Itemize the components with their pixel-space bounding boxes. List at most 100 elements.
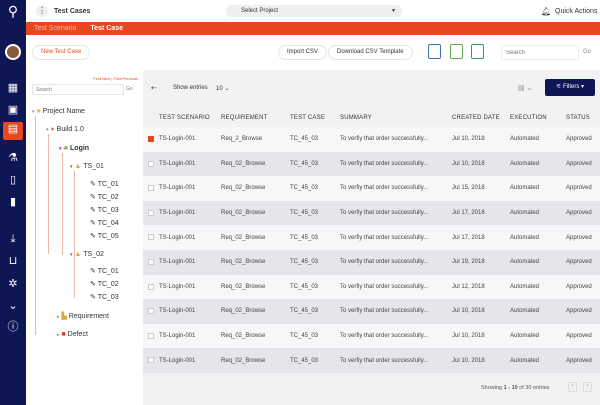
- test-cases-icon[interactable]: ▤: [3, 122, 23, 140]
- lab-flask-icon[interactable]: ⚗: [8, 152, 18, 164]
- tree-tc[interactable]: ✎ TC_02: [90, 194, 119, 201]
- download-csv-template-button[interactable]: Download CSV Template: [328, 45, 413, 60]
- table-row[interactable]: TS-Login-001 Req_02_Browse TC_45_03 To verf…: [143, 151, 600, 177]
- tree-build[interactable]: ▾ ● Build 1.0: [46, 126, 84, 133]
- report-icon[interactable]: ▮: [9, 196, 17, 208]
- cell: TC_45_03: [290, 249, 340, 275]
- row-checkbox[interactable]: [148, 283, 154, 290]
- cell: TS-Login-001: [159, 323, 221, 349]
- table-row[interactable]: TS-Login-001 Req_02_Browse TC_45_03 To verf…: [143, 249, 600, 275]
- document-icon[interactable]: ▯: [9, 174, 17, 186]
- cell: TC_45_03: [290, 299, 340, 324]
- import-csv-button[interactable]: Import CSV: [278, 45, 328, 60]
- table-row[interactable]: TS-Login-001 Req_02_Browse TC_45_03 To verf…: [143, 274, 600, 300]
- tree-tc[interactable]: ✎ TC_03: [90, 294, 119, 301]
- search-go-button[interactable]: Go: [583, 49, 592, 55]
- row-checkbox[interactable]: [148, 209, 154, 216]
- table-row[interactable]: TS-Login-001 Req_02_Browse TC_45_03 To verf…: [143, 176, 600, 201]
- tree-search-go-button[interactable]: Go: [126, 86, 133, 92]
- export-xls-icon[interactable]: [471, 44, 484, 59]
- tree-ts02[interactable]: ▾ ▲ TS_02: [70, 251, 104, 258]
- col-created-date[interactable]: CREATED DATE: [452, 114, 500, 121]
- tree-login[interactable]: ▾ ♣ Login: [59, 145, 90, 152]
- top-bar: ⋮ Test Cases Select Project ▼ 🔔︎ Quick A…: [26, 0, 600, 22]
- bug-icon[interactable]: ✲: [8, 278, 18, 290]
- info-icon[interactable]: ⓘ: [7, 321, 19, 333]
- cell: TC_45_03: [290, 323, 340, 349]
- row-checkbox[interactable]: [148, 160, 154, 167]
- row-checkbox[interactable]: [148, 185, 154, 192]
- export-csv-icon[interactable]: [450, 44, 463, 59]
- next-page-button[interactable]: ›: [583, 382, 592, 392]
- col-test-scenario[interactable]: TEST SCENARIO: [159, 114, 210, 121]
- col-execution[interactable]: EXECUTION: [510, 114, 547, 121]
- prev-page-button[interactable]: ‹: [568, 382, 577, 392]
- table-row[interactable]: TS-Login-001 Req_02_Browse TC_45_03 To verf…: [143, 225, 600, 250]
- table-row[interactable]: TS-Login-001 Req_02_Browse TC_45_03 To verf…: [143, 348, 600, 373]
- column-toggle-icon[interactable]: ▤ ⌄: [518, 85, 533, 92]
- toolbar: New Test Case Import CSV Download CSV Te…: [26, 35, 600, 70]
- row-checkbox[interactable]: [148, 258, 154, 265]
- filters-button[interactable]: ⚟ Filters ▾: [545, 79, 595, 96]
- tree-tc[interactable]: ✎ TC_01: [90, 268, 119, 275]
- build-icon: ●: [50, 126, 55, 133]
- avatar[interactable]: [5, 44, 21, 60]
- tree-tc[interactable]: ✎ TC_01: [90, 181, 119, 188]
- tree-project[interactable]: ▾ ■ Project Name: [32, 108, 86, 115]
- col-test-case[interactable]: TEST CASE: [290, 114, 326, 121]
- table-row[interactable]: TS-Login-001 Req_02_Browse TC_45_03 To verf…: [143, 323, 600, 349]
- col-status[interactable]: STATUS: [566, 114, 590, 121]
- cell: TS-Login-001: [159, 249, 221, 275]
- search-input[interactable]: [501, 45, 579, 60]
- row-checkbox[interactable]: [148, 136, 154, 142]
- cell: Jul 19, 2018: [452, 249, 510, 275]
- dashboard-icon[interactable]: ▦: [7, 82, 19, 94]
- table-row[interactable]: TS-Login-001 Req_02_Browse TC_45_03 To verf…: [143, 299, 600, 324]
- quick-actions[interactable]: Quick Actions: [555, 7, 598, 15]
- menu-kebab-icon[interactable]: ⋮: [36, 5, 48, 17]
- bell-icon[interactable]: 🔔︎: [541, 6, 552, 16]
- tree-ts01[interactable]: ▾ ▲ TS_01: [70, 163, 104, 170]
- entries-select[interactable]: 10 ⌄: [216, 86, 230, 92]
- cell: TC_45_03: [290, 274, 340, 300]
- cell: Automated: [510, 127, 566, 152]
- row-checkbox[interactable]: [148, 357, 154, 364]
- pagination-info: Showing 1 - 10 of 30 entries: [481, 385, 550, 391]
- collapse-arrow-icon[interactable]: ⇠: [151, 85, 157, 92]
- tree-tc[interactable]: ✎ TC_02: [90, 281, 119, 288]
- cell: Approved: [566, 348, 600, 373]
- cell: TC_45_03: [290, 176, 340, 201]
- tree-search-input[interactable]: [32, 84, 124, 95]
- scenario-icon: ▲: [74, 163, 82, 170]
- cell: Req_02_Browse: [221, 225, 290, 250]
- export-doc-icon[interactable]: [428, 44, 441, 59]
- table-row[interactable]: TS-Login-001 Req_2_Browse TC_45_03 To verfi…: [143, 127, 600, 152]
- col-requirement[interactable]: REQUIREMENT: [221, 114, 268, 121]
- cell: Req_02_Browse: [221, 249, 290, 275]
- tree-tc[interactable]: ✎ TC_03: [90, 207, 119, 214]
- row-checkbox[interactable]: [148, 332, 154, 339]
- project-select[interactable]: Select Project ▼: [226, 5, 402, 17]
- find-previous-link[interactable]: Find Previous: [113, 76, 138, 81]
- tree-requirement[interactable]: ▸ ▙ Requirement: [57, 313, 109, 320]
- tab-test-scenario[interactable]: Test Scenario: [34, 25, 77, 32]
- tree-defect[interactable]: ▸ ■ Defect: [57, 331, 88, 338]
- cell: TS-Login-001: [159, 348, 221, 373]
- cell: Automated: [510, 299, 566, 324]
- col-summary[interactable]: SUMMARY: [340, 114, 372, 121]
- download-icon[interactable]: ⤓: [10, 233, 16, 245]
- row-checkbox[interactable]: [148, 234, 154, 241]
- scenario-icon: ▲: [74, 251, 82, 258]
- chevron-down-icon[interactable]: ⌄: [8, 300, 18, 312]
- table-row[interactable]: TS-Login-001 Req_02_Browse TC_45_03 To verf…: [143, 200, 600, 226]
- cell: To verfiy that order successfully...: [340, 176, 452, 201]
- tree-tc[interactable]: ✎ TC_05: [90, 233, 119, 240]
- tree-tc[interactable]: ✎ TC_04: [90, 220, 119, 227]
- requirements-icon[interactable]: ▣: [7, 104, 19, 116]
- new-test-case-button[interactable]: New Test Case: [32, 45, 91, 60]
- inbox-icon[interactable]: ⊔: [8, 255, 18, 267]
- tab-test-case[interactable]: Test Case: [90, 25, 123, 32]
- row-checkbox[interactable]: [148, 308, 154, 315]
- find-next-link[interactable]: Find Next: [93, 76, 111, 81]
- cell: Jul 10, 2018: [452, 348, 510, 373]
